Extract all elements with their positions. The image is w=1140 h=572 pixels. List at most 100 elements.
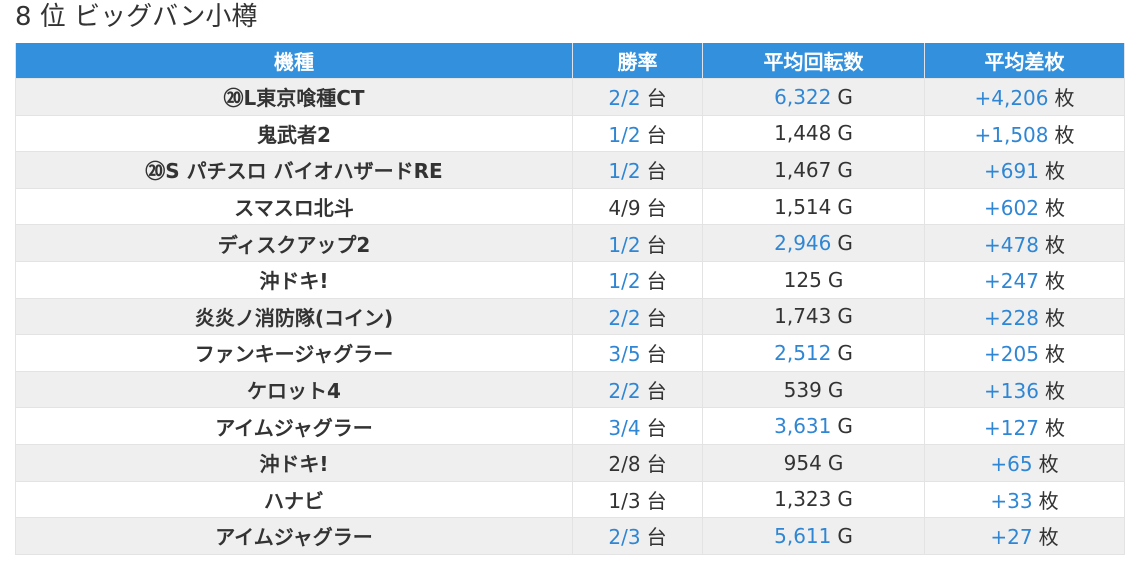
win-rate-link[interactable]: 1/2 <box>608 269 641 294</box>
avg-diff-cell: +65 枚 <box>924 443 1125 482</box>
avg-spins-link[interactable]: 5,611 <box>774 523 832 548</box>
avg-diff-cell: +4,206 枚 <box>924 78 1125 116</box>
table-row: ケロット4 2/2 台 539 G +136 枚 <box>15 370 1125 409</box>
avg-spins-unit: G <box>837 157 853 182</box>
avg-diff-link[interactable]: +602 <box>984 196 1039 221</box>
win-rate-unit: 台 <box>646 196 667 221</box>
win-rate-link[interactable]: 1/2 <box>608 232 641 257</box>
win-rate-unit: 台 <box>646 269 667 294</box>
avg-spins-link[interactable]: 3,631 <box>774 414 832 439</box>
avg-spins-link[interactable]: 2,512 <box>774 340 832 365</box>
win-rate-cell: 2/2 台 <box>572 370 703 409</box>
avg-diff-unit: 枚 <box>1054 122 1075 147</box>
avg-spins-cell: 1,467 G <box>702 151 925 189</box>
machine-name: スマスロ北斗 <box>234 196 354 221</box>
machine-name: 沖ドキ! <box>259 269 329 294</box>
win-rate-link[interactable]: 2/2 <box>608 305 641 330</box>
machine-name-cell: ⑳L東京喰種CT <box>15 78 573 116</box>
table-header-row: 機種 勝率 平均回転数 平均差枚 <box>15 43 1125 79</box>
avg-diff-link[interactable]: +1,508 <box>974 122 1049 147</box>
avg-spins-unit: G <box>837 523 853 548</box>
avg-spins-unit: G <box>837 121 853 146</box>
avg-spins: 1,323 <box>774 487 832 512</box>
avg-spins-unit: G <box>837 414 853 439</box>
win-rate: 4/9 <box>608 196 641 221</box>
win-rate: 2/8 <box>608 452 641 477</box>
win-rate-link[interactable]: 1/2 <box>608 159 641 184</box>
win-rate-unit: 台 <box>646 86 667 111</box>
avg-diff-link[interactable]: +228 <box>984 305 1039 330</box>
avg-diff-link[interactable]: +27 <box>990 525 1033 550</box>
win-rate-link[interactable]: 2/2 <box>608 86 641 111</box>
table-row: 炎炎ノ消防隊(コイン) 2/2 台 1,743 G +228 枚 <box>15 297 1125 336</box>
avg-spins-cell: 2,512 G <box>702 334 925 372</box>
table-row: ディスクアップ2 1/2 台 2,946 G +478 枚 <box>15 224 1125 262</box>
machine-name: ⑳S パチスロ バイオハザードRE <box>145 159 443 184</box>
machine-name: アイムジャグラー <box>215 525 373 550</box>
avg-diff-unit: 枚 <box>1054 86 1075 111</box>
avg-diff-unit: 枚 <box>1044 232 1065 257</box>
machine-name-cell: アイムジャグラー <box>15 517 573 555</box>
avg-diff-link[interactable]: +136 <box>984 379 1039 404</box>
win-rate-cell: 2/8 台 <box>572 443 703 482</box>
avg-diff-link[interactable]: +247 <box>984 269 1039 294</box>
avg-diff-unit: 枚 <box>1044 196 1065 221</box>
avg-spins-cell: 539 G <box>702 370 925 409</box>
machine-name: 炎炎ノ消防隊(コイン) <box>194 305 394 330</box>
avg-diff-cell: +205 枚 <box>924 334 1125 372</box>
table-body: ⑳L東京喰種CT 2/2 台 6,322 G +4,206 枚鬼武者2 1/2 台 1,448 G +… <box>15 78 1125 555</box>
avg-diff-cell: +1,508 枚 <box>924 114 1125 153</box>
avg-diff-unit: 枚 <box>1044 342 1065 367</box>
avg-diff-link[interactable]: +4,206 <box>974 86 1049 111</box>
win-rate-link[interactable]: 1/2 <box>608 122 641 147</box>
win-rate-cell: 1/3 台 <box>572 480 703 519</box>
win-rate-unit: 台 <box>646 159 667 184</box>
avg-spins-unit: G <box>837 487 853 512</box>
avg-diff-link[interactable]: +205 <box>984 342 1039 367</box>
avg-spins: 954 <box>783 450 822 475</box>
win-rate-unit: 台 <box>646 122 667 147</box>
avg-diff-link[interactable]: +65 <box>990 452 1033 477</box>
win-rate: 1/3 <box>608 488 641 513</box>
avg-diff-link[interactable]: +478 <box>984 232 1039 257</box>
table-row: ⑳S パチスロ バイオハザードRE 1/2 台 1,467 G +691 枚 <box>15 151 1125 189</box>
win-rate-link[interactable]: 3/5 <box>608 342 641 367</box>
avg-spins-unit: G <box>827 267 844 292</box>
machine-name-cell: 鬼武者2 <box>15 114 573 153</box>
win-rate-unit: 台 <box>646 488 667 513</box>
machine-name-cell: アイムジャグラー <box>15 407 573 445</box>
win-rate-link[interactable]: 2/2 <box>608 379 641 404</box>
avg-diff-cell: +602 枚 <box>924 187 1125 226</box>
win-rate-cell: 4/9 台 <box>572 187 703 226</box>
avg-spins-link[interactable]: 6,322 <box>774 84 832 109</box>
machine-name-cell: 沖ドキ! <box>15 260 573 299</box>
win-rate-link[interactable]: 3/4 <box>608 415 641 440</box>
win-rate-link[interactable]: 2/3 <box>608 525 641 550</box>
machine-name: アイムジャグラー <box>215 415 373 440</box>
avg-diff-unit: 枚 <box>1044 305 1065 330</box>
avg-diff-unit: 枚 <box>1038 488 1059 513</box>
avg-diff-link[interactable]: +127 <box>984 415 1039 440</box>
ranking-table-container: 機種 勝率 平均回転数 平均差枚 ⑳L東京喰種CT 2/2 台 6,322 G +4,20… <box>15 43 1125 555</box>
avg-spins: 1,467 <box>774 157 832 182</box>
avg-spins-cell: 1,448 G <box>702 114 925 153</box>
header-avg-spins: 平均回転数 <box>702 43 925 79</box>
win-rate-unit: 台 <box>646 525 667 550</box>
win-rate-unit: 台 <box>646 415 667 440</box>
avg-diff-cell: +247 枚 <box>924 260 1125 299</box>
table-row: アイムジャグラー 2/3 台 5,611 G +27 枚 <box>15 517 1125 555</box>
win-rate-cell: 1/2 台 <box>572 114 703 153</box>
win-rate-cell: 1/2 台 <box>572 224 703 262</box>
header-avg-diff: 平均差枚 <box>924 43 1125 79</box>
avg-diff-unit: 枚 <box>1044 269 1065 294</box>
avg-spins-unit: G <box>827 450 844 475</box>
machine-name-cell: 沖ドキ! <box>15 443 573 482</box>
avg-diff-unit: 枚 <box>1038 525 1059 550</box>
page-title: 8 位 ビッグバン小樽 <box>15 2 258 32</box>
machine-name: 沖ドキ! <box>259 452 329 477</box>
table-row: ⑳L東京喰種CT 2/2 台 6,322 G +4,206 枚 <box>15 78 1125 116</box>
win-rate-cell: 2/3 台 <box>572 517 703 555</box>
avg-diff-link[interactable]: +33 <box>990 488 1033 513</box>
avg-diff-link[interactable]: +691 <box>984 159 1039 184</box>
avg-spins-link[interactable]: 2,946 <box>774 231 832 256</box>
